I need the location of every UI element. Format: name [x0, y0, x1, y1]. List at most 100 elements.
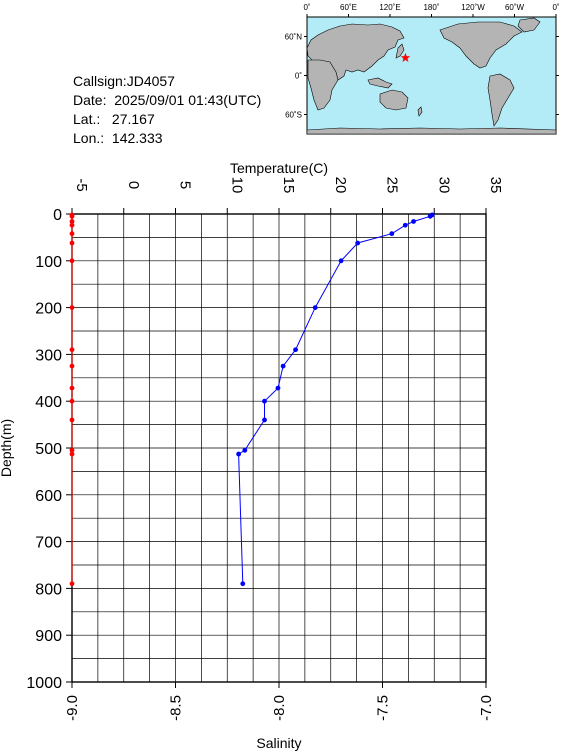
map-lat-ticks: 60˚N 0˚ 60˚S — [285, 33, 559, 120]
chart-series — [69, 212, 435, 587]
salinity-point — [69, 385, 75, 391]
land-africa — [307, 59, 339, 111]
salinity-point — [69, 398, 75, 404]
callsign-label: Callsign: — [73, 73, 127, 89]
map-lon-tick-label: 180˚ — [423, 3, 439, 12]
map-lon-ticks: 0˚ 60˚E 120˚E 180˚ 120˚W 60˚W 0˚ — [303, 3, 560, 17]
salinity-point — [69, 417, 75, 423]
temperature-point — [427, 213, 433, 219]
salinity-point — [69, 222, 75, 228]
land-antarctica — [306, 127, 557, 135]
land-australia — [379, 89, 409, 111]
salinity-point — [69, 231, 75, 237]
chart-grid — [72, 214, 486, 682]
salinity-point — [69, 213, 75, 219]
map-lon-tick-label: 0˚ — [303, 3, 310, 12]
station-marker-icon — [400, 52, 411, 63]
salinity-point — [69, 363, 75, 369]
salinity-tick-label: -9.0 — [64, 695, 81, 721]
temperature-tick-label: 25 — [384, 177, 401, 194]
temperature-tick-label: -5 — [73, 178, 90, 191]
temperature-tick-label: 10 — [228, 177, 245, 194]
salinity-point — [69, 258, 75, 264]
date-value: 2025/09/01 01:43(UTC) — [114, 92, 262, 108]
temperature-point — [236, 451, 242, 457]
map-lon-tick-label: 60˚W — [505, 3, 525, 12]
depth-tick-label: 0 — [53, 207, 62, 224]
map-lon-tick-label: 120˚W — [461, 3, 485, 12]
land-north-america — [439, 21, 523, 69]
salinity-point — [69, 240, 75, 246]
depth-tick-label: 400 — [35, 394, 62, 411]
temperature-tick-label: 35 — [487, 177, 504, 194]
callsign-value: JD4057 — [126, 73, 175, 89]
depth-tick-label: 1000 — [26, 675, 62, 692]
lon-line: Lon.: 142.333 — [73, 129, 261, 148]
station-info: Callsign:JD4057 Date: 2025/09/01 01:43(U… — [73, 72, 261, 148]
lon-value: 142.333 — [111, 130, 163, 146]
top-axis-label: Temperature(C) — [230, 160, 328, 176]
salinity-tick-label: -7.5 — [375, 695, 392, 721]
salinity-ticks: -9.0 -8.5 -8.0 -7.5 -7.0 — [64, 682, 495, 721]
lat-label: Lat.: — [73, 111, 101, 127]
temperature-tick-label: 20 — [332, 177, 349, 194]
date-line: Date: 2025/09/01 01:43(UTC) — [73, 91, 261, 110]
map-lat-tick-label: 0˚ — [295, 72, 302, 81]
depth-ticks: 0 100 200 300 400 500 600 700 800 900 1000 — [26, 207, 72, 692]
salinity-point — [69, 305, 75, 310]
map-lat-tick-label: 60˚N — [285, 33, 303, 42]
temperature-point — [402, 222, 408, 228]
temperature-tick-label: 30 — [435, 177, 452, 194]
bottom-axis-label: Salinity — [256, 735, 301, 751]
land-indonesia — [367, 77, 393, 89]
lat-line: Lat.: 27.167 — [73, 110, 261, 129]
map-lon-tick-label: 0˚ — [552, 3, 559, 12]
temperature-tick-label: 5 — [177, 181, 194, 189]
depth-tick-label: 800 — [35, 581, 62, 598]
depth-tick-label: 700 — [35, 535, 62, 552]
temperature-point — [355, 240, 361, 246]
salinity-point — [69, 219, 75, 224]
map-lon-tick-label: 120˚E — [379, 3, 400, 12]
y-axis-label: Depth(m) — [0, 419, 14, 477]
land-nz — [417, 106, 423, 117]
temperature-point — [262, 398, 267, 404]
depth-tick-label: 900 — [35, 628, 62, 645]
temperature-point — [242, 447, 248, 453]
temperature-point — [411, 219, 416, 224]
depth-tick-label: 600 — [35, 488, 62, 505]
depth-tick-label: 300 — [35, 347, 62, 364]
salinity-point — [69, 447, 75, 453]
location-map: 0˚ 60˚E 120˚E 180˚ 120˚W 60˚W 0˚ 60˚N 0˚ 60˚S — [285, 3, 560, 135]
date-label: Date: — [73, 92, 107, 108]
salinity-point — [69, 347, 75, 353]
land-south-america — [487, 73, 515, 127]
salinity-tick-label: -8.5 — [168, 695, 185, 721]
salinity-point — [69, 451, 75, 457]
temperature-line — [238, 214, 433, 584]
temperature-tick-label: 0 — [125, 181, 142, 189]
temperature-point — [389, 231, 395, 237]
temperature-ticks: -5 0 5 10 15 20 25 30 35 — [71, 177, 504, 214]
map-lon-tick-label: 60˚E — [340, 3, 357, 12]
land-greenland — [517, 17, 541, 33]
depth-tick-label: 500 — [35, 441, 62, 458]
temperature-point — [275, 385, 281, 391]
map-lat-tick-label: 60˚S — [285, 111, 302, 120]
temperature-point — [280, 363, 286, 369]
lon-label: Lon.: — [73, 130, 105, 146]
lat-value: 27.167 — [111, 111, 155, 127]
temperature-point — [312, 305, 318, 310]
callsign-line: Callsign:JD4057 — [73, 72, 261, 91]
land-japan — [395, 43, 405, 59]
depth-tick-label: 200 — [35, 301, 62, 318]
temperature-point — [240, 581, 246, 587]
temperature-tick-label: 15 — [280, 177, 297, 194]
salinity-tick-label: -7.0 — [478, 695, 495, 721]
salinity-tick-label: -8.0 — [271, 695, 288, 721]
salinity-point — [69, 581, 75, 587]
temperature-point — [338, 258, 344, 264]
temperature-point — [293, 347, 298, 353]
temperature-point — [262, 417, 267, 423]
